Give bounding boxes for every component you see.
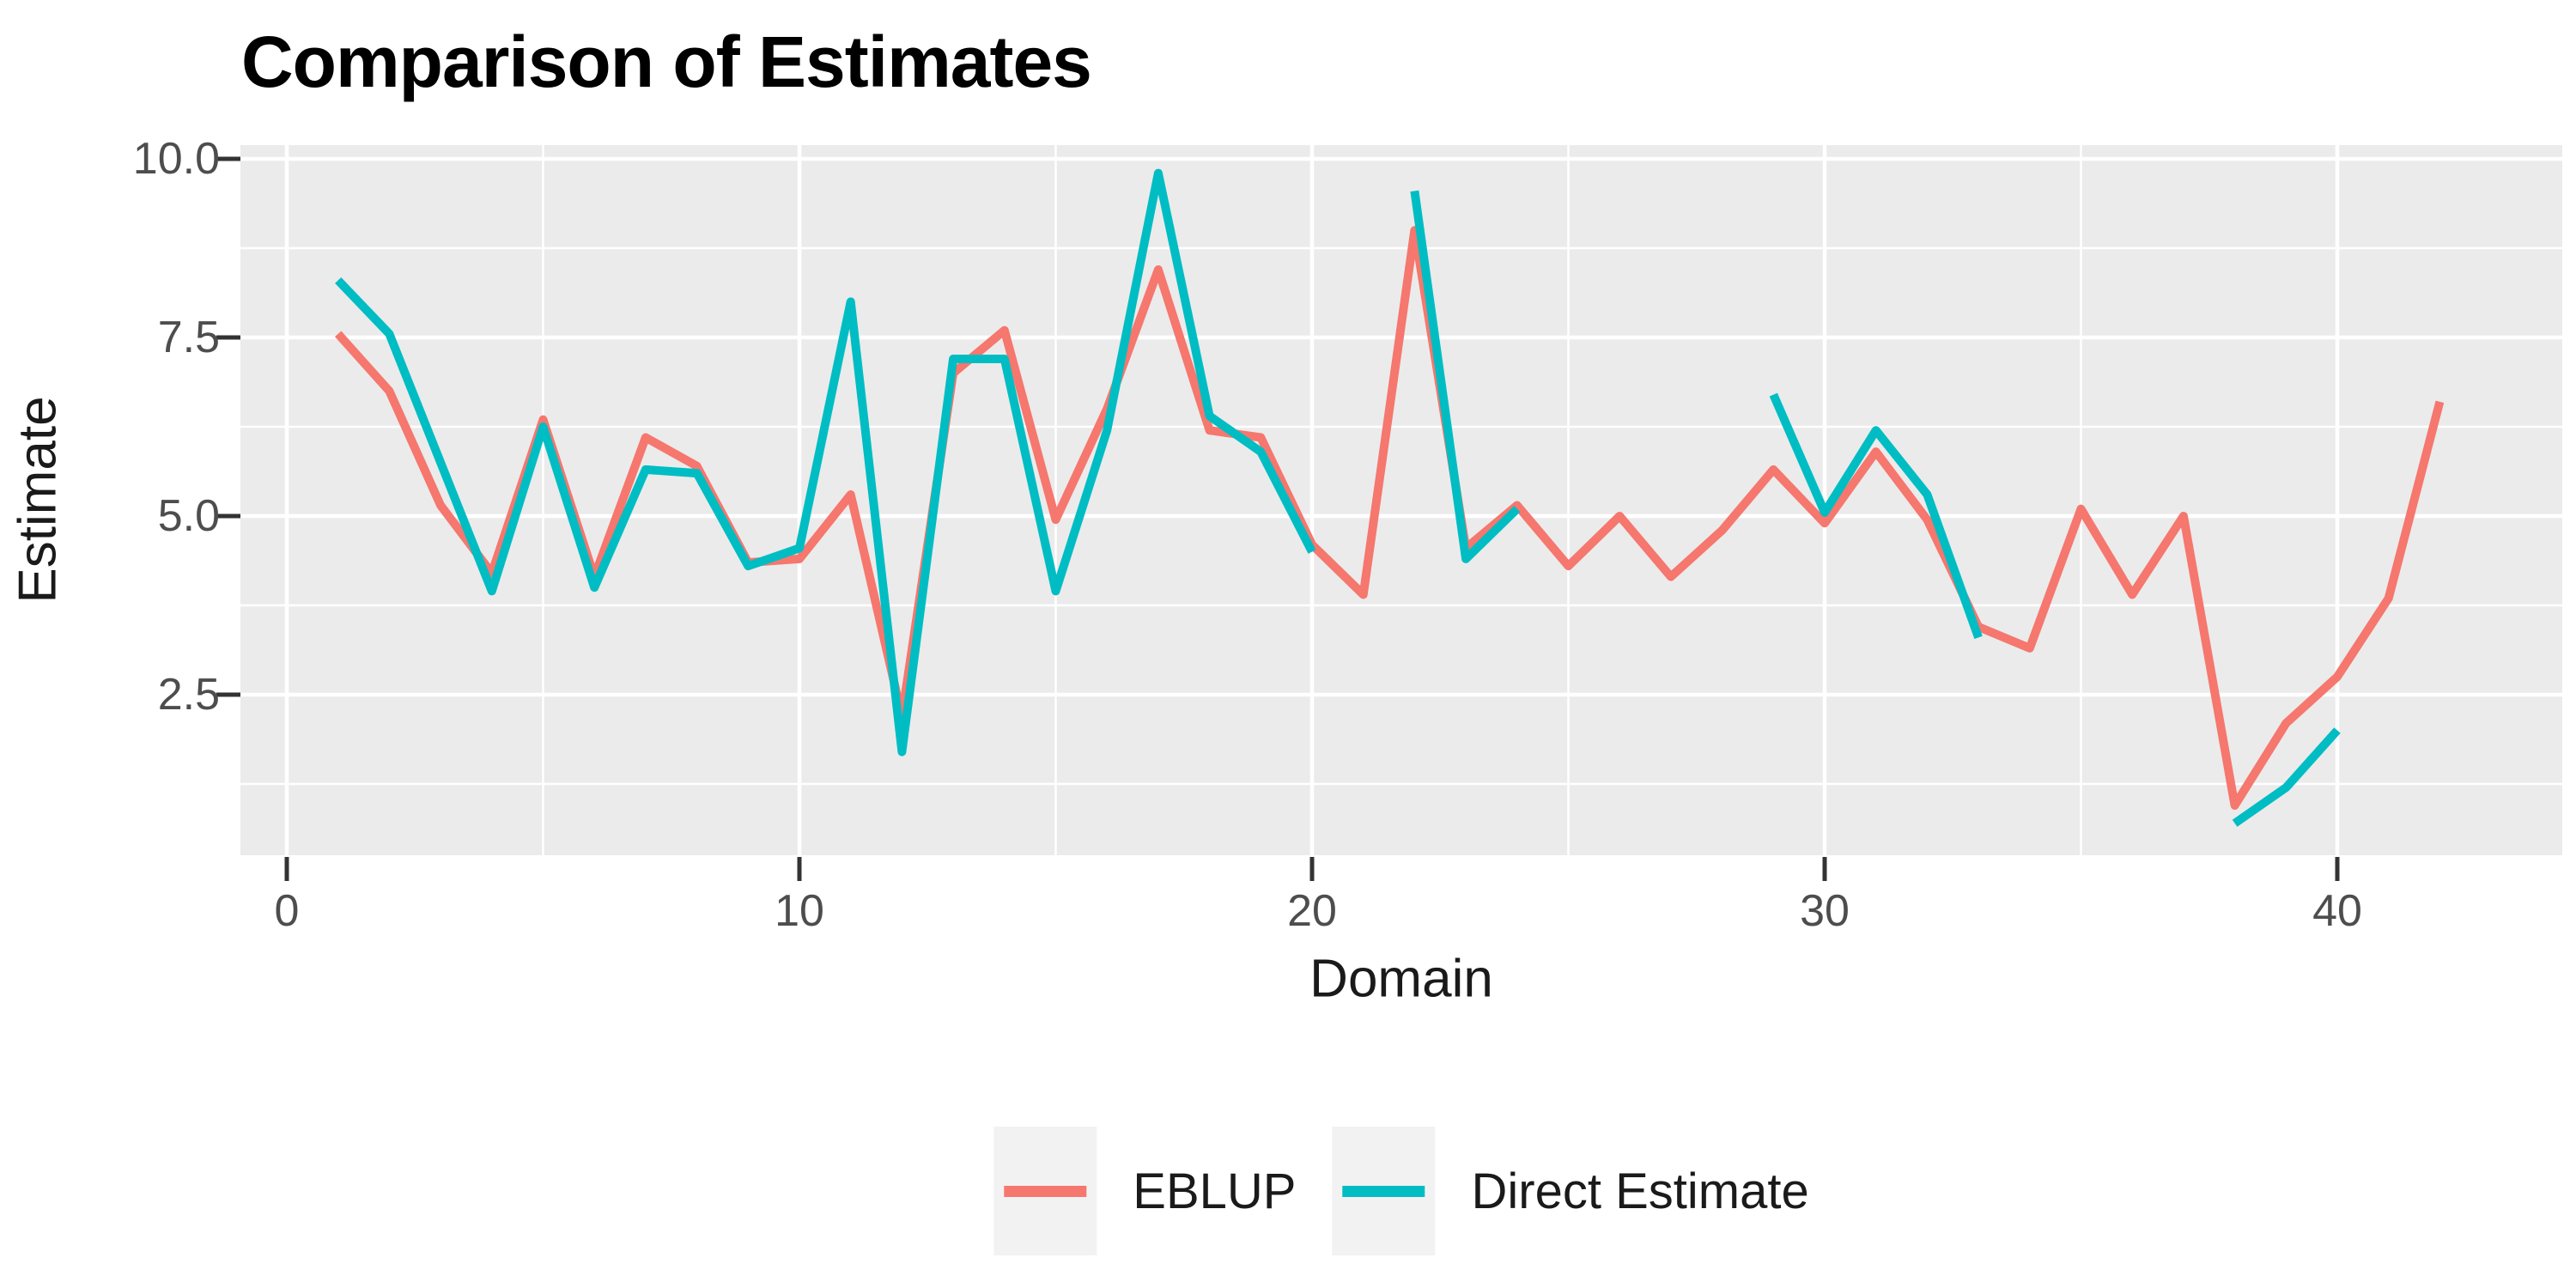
legend-key-swatch <box>993 1127 1097 1255</box>
y-tick-label: 10.0 <box>132 134 220 184</box>
legend-item: EBLUP <box>993 1127 1297 1255</box>
x-axis-title: Domain <box>1309 949 1493 1009</box>
y-axis-title: Estimate <box>8 396 68 604</box>
x-tick-label: 30 <box>1800 886 1850 936</box>
legend-item: Direct Estimate <box>1332 1127 1809 1255</box>
legend-label: Direct Estimate <box>1471 1163 1809 1219</box>
direct-estimate-line <box>335 168 1316 756</box>
y-tick-label: 7.5 <box>157 313 220 362</box>
x-tick-label: 40 <box>2312 886 2362 936</box>
plot-panel <box>240 145 2562 855</box>
legend: EBLUP Direct Estimate <box>993 1127 1809 1255</box>
y-tick-label: 2.5 <box>157 670 220 720</box>
legend-label: EBLUP <box>1133 1163 1297 1219</box>
direct-estimate-line <box>1410 190 1521 563</box>
legend-key-line-icon <box>1342 1185 1425 1197</box>
chart-title: Comparison of Estimates <box>241 21 1092 102</box>
x-tick-label: 10 <box>775 886 824 936</box>
direct-estimate-line <box>2232 727 2341 827</box>
x-tick-label: 0 <box>274 886 300 936</box>
x-tick-label: 20 <box>1287 886 1337 936</box>
direct-estimate-line <box>1769 392 1983 640</box>
eblup-line <box>334 226 2445 810</box>
legend-key-line-icon <box>1004 1185 1087 1197</box>
y-tick-label: 5.0 <box>157 491 220 541</box>
legend-key-swatch <box>1332 1127 1436 1255</box>
